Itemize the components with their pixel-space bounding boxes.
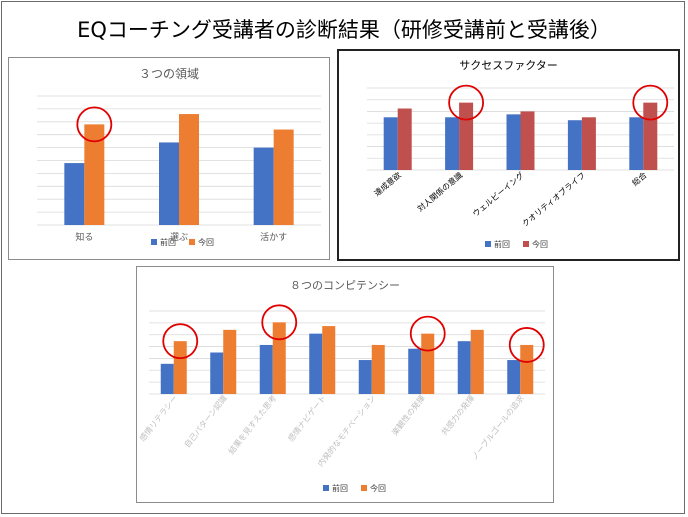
- highlight-circle: [632, 84, 669, 121]
- category-label: 自己パターン認識: [182, 393, 229, 449]
- bar-previous-6: [408, 348, 422, 394]
- bar-current-3: [272, 322, 286, 394]
- category-label: 内発的なモチベーション: [315, 393, 377, 468]
- bar-current-2: [459, 102, 474, 170]
- bar-previous-3: [506, 114, 521, 170]
- bar-current-1: [173, 341, 187, 394]
- category-label: 知る: [75, 231, 93, 243]
- category-label: 楽観性の発揮: [389, 393, 426, 437]
- legend-swatch: [485, 241, 491, 247]
- bar-previous-8: [507, 360, 521, 394]
- legend-label: 今回: [198, 237, 214, 247]
- bar-previous-1: [160, 363, 174, 394]
- category-label: ノーブルゴールの追求: [469, 393, 526, 462]
- page-title: EQコーチング受講者の診断結果（研修受講前と受講後）: [77, 18, 611, 42]
- bar-current-6: [421, 333, 435, 394]
- bar-current-1: [397, 108, 412, 170]
- highlight-circle: [448, 84, 484, 121]
- highlight-circle: [261, 304, 298, 341]
- category-label: 感情リテラシー: [137, 393, 179, 443]
- bar-previous-1: [64, 163, 85, 225]
- bar-current-2: [179, 114, 199, 225]
- legend-label: 今回: [532, 239, 548, 249]
- bar-previous-2: [445, 117, 460, 170]
- bar-previous-5: [358, 360, 372, 394]
- category-label: 活かす: [260, 231, 287, 243]
- chart-panel-eight-competencies: ８つのコンピテンシー感情リテラシー 自己パターン認識 結果を見すえた思考 感情ナビゲー…: [136, 266, 554, 503]
- category-label: ウェルビーイング: [470, 170, 525, 219]
- legend-swatch: [323, 485, 329, 491]
- highlight-circle: [76, 106, 113, 143]
- chart-title: ３つの領域: [139, 66, 199, 81]
- highlight-circle: [508, 327, 545, 363]
- bar-previous-1: [383, 117, 398, 170]
- bar-previous-3: [253, 147, 274, 225]
- legend-label: 前回: [160, 237, 176, 247]
- bar-current-5: [643, 102, 658, 170]
- bar-current-1: [84, 124, 105, 225]
- chart-panel-three-domains: ３つの領域知る 選ぶ 活かす前回 今回: [8, 57, 330, 260]
- bar-current-8: [520, 344, 534, 394]
- bar-current-7: [470, 329, 484, 394]
- bar-current-5: [371, 344, 385, 394]
- category-label: 選ぶ: [170, 232, 188, 243]
- category-label: 対人関係の意識: [415, 170, 464, 214]
- legend-label: 今回: [370, 483, 386, 493]
- chart-title: ８つのコンピテンシー: [290, 279, 400, 292]
- chart-title: サクセスファクター: [459, 59, 558, 72]
- bar-current-4: [581, 117, 596, 170]
- bar-previous-4: [567, 120, 582, 170]
- legend-swatch: [361, 485, 367, 491]
- bar-previous-7: [457, 341, 471, 394]
- bar-current-3: [520, 111, 535, 170]
- category-label: 共感力の発揮: [439, 393, 476, 437]
- chart-panel-success-factors: サクセスファクター達成意欲 対人関係の意識 ウェルビーイング クオリティオブライフ 総合…: [337, 49, 680, 261]
- category-label: 総合: [630, 170, 649, 188]
- bar-previous-3: [259, 344, 273, 394]
- legend-label: 前回: [494, 239, 510, 249]
- legend-swatch: [189, 239, 195, 245]
- bar-previous-2: [210, 352, 224, 394]
- category-label: 感情ナビゲート: [285, 393, 327, 443]
- legend-swatch: [523, 241, 529, 247]
- bar-previous-5: [629, 117, 644, 170]
- bar-current-3: [273, 129, 294, 225]
- bar-current-2: [223, 329, 237, 394]
- bar-previous-4: [309, 333, 323, 394]
- highlight-circle: [162, 323, 199, 360]
- legend-label: 前回: [332, 483, 348, 493]
- category-label: クオリティオブライフ: [520, 170, 587, 229]
- category-label: 結果を見すえた思考: [226, 393, 278, 456]
- bar-previous-2: [159, 142, 179, 225]
- legend-swatch: [151, 239, 157, 245]
- category-label: 達成意欲: [372, 170, 403, 198]
- highlight-circle: [409, 315, 446, 352]
- bar-current-4: [322, 326, 336, 394]
